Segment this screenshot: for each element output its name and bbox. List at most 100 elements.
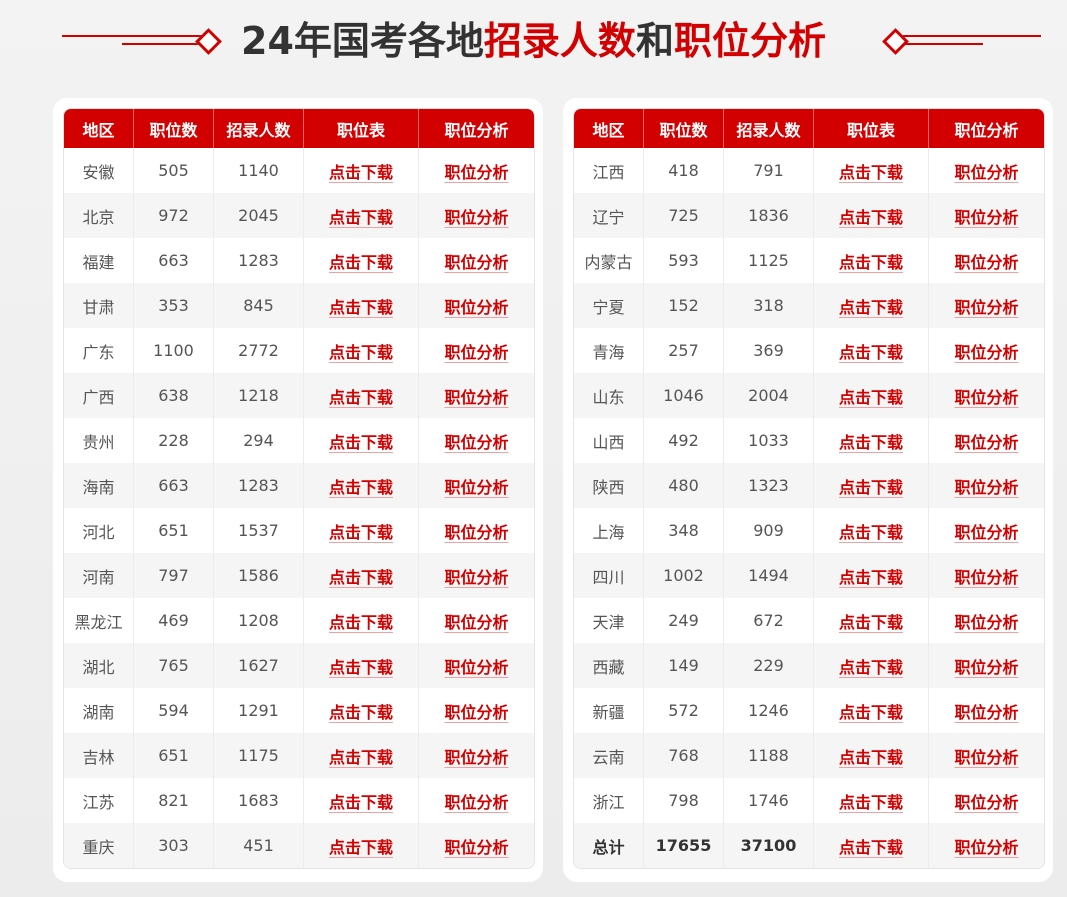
analysis-link[interactable]: 职位分析 [954,747,1019,767]
download-link[interactable]: 点击下载 [838,252,903,272]
cell-region: 湖南 [64,688,134,733]
download-link[interactable]: 点击下载 [328,837,393,857]
analysis-link[interactable]: 职位分析 [954,477,1019,497]
download-link[interactable]: 点击下载 [838,657,903,677]
analysis-link[interactable]: 职位分析 [444,612,509,632]
column-header-position-count: 职位数 [644,109,724,148]
analysis-link[interactable]: 职位分析 [444,477,509,497]
cell-recruit-count: 2004 [724,373,814,418]
cell-position-table: 点击下载 [814,328,929,373]
download-link[interactable]: 点击下载 [328,792,393,812]
cell-position-count: 663 [134,463,214,508]
analysis-link[interactable]: 职位分析 [444,837,509,857]
download-link[interactable]: 点击下载 [838,432,903,452]
download-link[interactable]: 点击下载 [328,612,393,632]
analysis-link[interactable]: 职位分析 [444,792,509,812]
analysis-link[interactable]: 职位分析 [954,297,1019,317]
download-link[interactable]: 点击下载 [838,702,903,722]
cell-position-analysis: 职位分析 [929,148,1044,193]
cell-region: 贵州 [64,418,134,463]
analysis-link[interactable]: 职位分析 [954,162,1019,182]
cell-recruit-count: 1283 [214,238,304,283]
download-link[interactable]: 点击下载 [328,387,393,407]
cell-position-count: 152 [644,283,724,328]
analysis-link[interactable]: 职位分析 [444,207,509,227]
download-link[interactable]: 点击下载 [328,432,393,452]
cell-recruit-count: 229 [724,643,814,688]
cell-region: 天津 [574,598,644,643]
download-link[interactable]: 点击下载 [328,747,393,767]
analysis-link[interactable]: 职位分析 [954,612,1019,632]
cell-position-count: 257 [644,328,724,373]
analysis-link[interactable]: 职位分析 [444,747,509,767]
cell-recruit-count: 2772 [214,328,304,373]
analysis-link[interactable]: 职位分析 [954,522,1019,542]
download-link[interactable]: 点击下载 [838,342,903,362]
analysis-link[interactable]: 职位分析 [444,567,509,587]
download-link[interactable]: 点击下载 [328,477,393,497]
cell-position-table: 点击下载 [814,553,929,598]
download-link[interactable]: 点击下载 [838,747,903,767]
analysis-link[interactable]: 职位分析 [954,837,1019,857]
cell-region: 北京 [64,193,134,238]
download-link[interactable]: 点击下载 [328,297,393,317]
analysis-link[interactable]: 职位分析 [444,162,509,182]
download-link[interactable]: 点击下载 [328,702,393,722]
cell-recruit-count: 672 [724,598,814,643]
download-link[interactable]: 点击下载 [328,657,393,677]
page-header: 24年国考各地招录人数和职位分析 [0,14,1067,70]
analysis-link[interactable]: 职位分析 [954,432,1019,452]
analysis-link[interactable]: 职位分析 [954,702,1019,722]
download-link[interactable]: 点击下载 [328,207,393,227]
cell-position-analysis: 职位分析 [419,823,534,868]
analysis-link[interactable]: 职位分析 [954,387,1019,407]
download-link[interactable]: 点击下载 [838,792,903,812]
cell-position-count: 768 [644,733,724,778]
download-link[interactable]: 点击下载 [838,162,903,182]
cell-position-count: 418 [644,148,724,193]
cell-position-table: 点击下载 [304,373,419,418]
analysis-link[interactable]: 职位分析 [954,792,1019,812]
analysis-link[interactable]: 职位分析 [444,252,509,272]
cell-position-analysis: 职位分析 [929,238,1044,283]
table-row: 陕西 480 1323 点击下载 职位分析 [574,463,1044,508]
analysis-link[interactable]: 职位分析 [444,522,509,542]
analysis-link[interactable]: 职位分析 [444,702,509,722]
analysis-link[interactable]: 职位分析 [954,657,1019,677]
cell-position-count: 572 [644,688,724,733]
analysis-link[interactable]: 职位分析 [954,342,1019,362]
cell-position-table: 点击下载 [304,418,419,463]
title-highlight: 职位分析 [673,19,826,63]
analysis-link[interactable]: 职位分析 [954,567,1019,587]
download-link[interactable]: 点击下载 [328,522,393,542]
analysis-link[interactable]: 职位分析 [954,207,1019,227]
table-row: 湖南 594 1291 点击下载 职位分析 [64,688,534,733]
analysis-link[interactable]: 职位分析 [444,432,509,452]
cell-recruit-count: 1125 [724,238,814,283]
cell-position-analysis: 职位分析 [929,733,1044,778]
analysis-link[interactable]: 职位分析 [954,252,1019,272]
cell-position-analysis: 职位分析 [929,373,1044,418]
download-link[interactable]: 点击下载 [838,837,903,857]
cell-region: 四川 [574,553,644,598]
download-link[interactable]: 点击下载 [838,477,903,497]
download-link[interactable]: 点击下载 [328,342,393,362]
download-link[interactable]: 点击下载 [328,252,393,272]
cell-recruit-count: 1494 [724,553,814,598]
analysis-link[interactable]: 职位分析 [444,342,509,362]
download-link[interactable]: 点击下载 [838,567,903,587]
cell-position-count: 149 [644,643,724,688]
download-link[interactable]: 点击下载 [838,522,903,542]
cell-position-count: 348 [644,508,724,553]
analysis-link[interactable]: 职位分析 [444,387,509,407]
analysis-link[interactable]: 职位分析 [444,657,509,677]
analysis-link[interactable]: 职位分析 [444,297,509,317]
download-link[interactable]: 点击下载 [328,162,393,182]
download-link[interactable]: 点击下载 [838,297,903,317]
download-link[interactable]: 点击下载 [838,612,903,632]
table-row: 内蒙古 593 1125 点击下载 职位分析 [574,238,1044,283]
download-link[interactable]: 点击下载 [838,387,903,407]
cell-region: 内蒙古 [574,238,644,283]
download-link[interactable]: 点击下载 [838,207,903,227]
download-link[interactable]: 点击下载 [328,567,393,587]
